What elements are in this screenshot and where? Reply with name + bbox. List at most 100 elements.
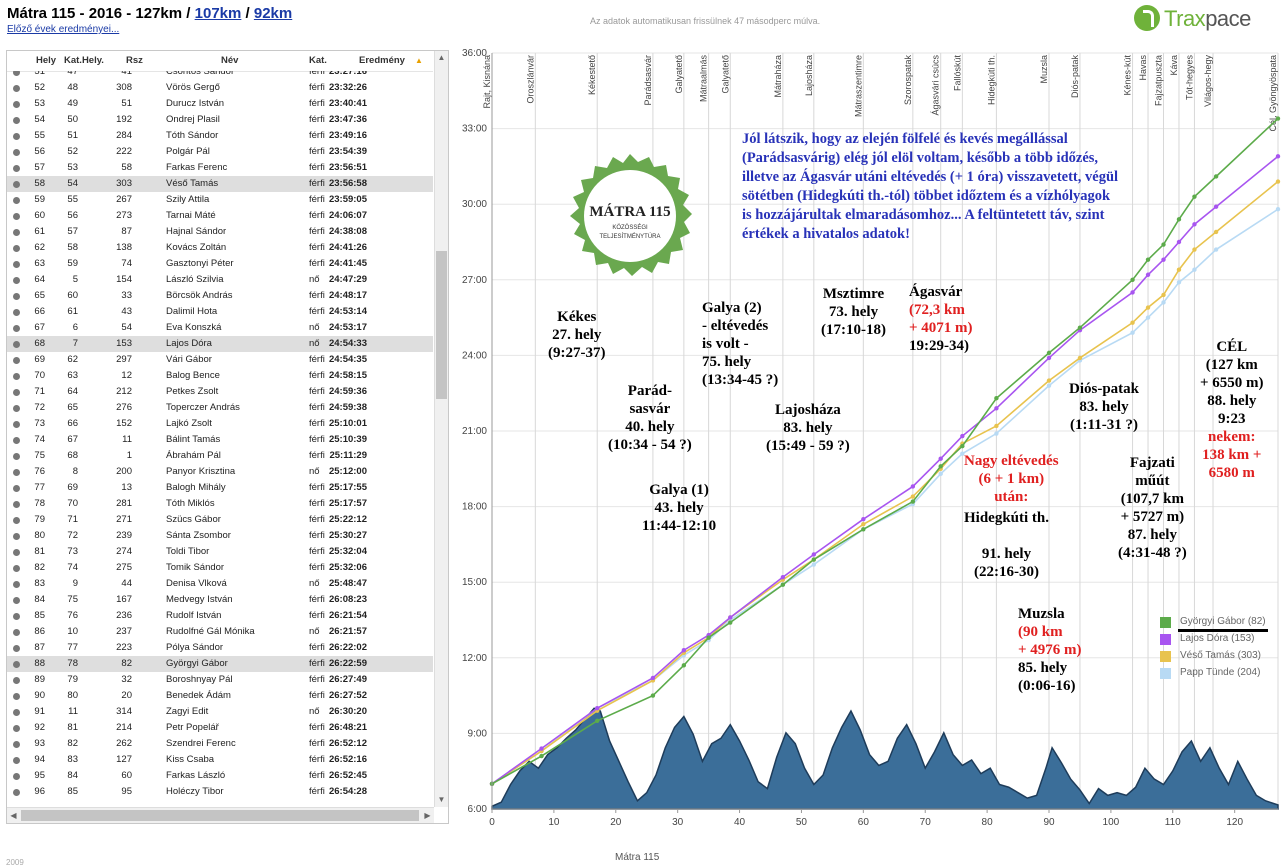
col-rsz[interactable]: Rsz <box>126 55 143 66</box>
table-row[interactable]: 76 8 200 Panyor Krisztina nő 25:12:00 <box>7 464 433 480</box>
cell-nev: Börcsök András <box>166 290 233 301</box>
series-point <box>811 562 817 567</box>
cell-kathely: 52 <box>67 146 78 157</box>
table-row[interactable]: 56 52 222 Polgár Pál férfi 23:54:39 <box>7 144 433 160</box>
scroll-right-icon[interactable]: ▶ <box>424 811 431 820</box>
table-row[interactable]: 80 72 239 Sánta Zsombor férfi 25:30:27 <box>7 528 433 544</box>
link-107km[interactable]: 107km <box>194 5 242 22</box>
table-row[interactable]: 51 47 41 Csontos Sándor férfi 23:27:16 <box>7 71 433 80</box>
cell-rsz: 11 <box>122 434 132 445</box>
scroll-down-icon[interactable]: ▼ <box>437 795 446 804</box>
table-row[interactable]: 61 57 87 Hajnal Sándor férfi 24:38:08 <box>7 224 433 240</box>
table-row[interactable]: 63 59 74 Gasztonyi Péter férfi 24:41:45 <box>7 256 433 272</box>
sort-asc-icon[interactable]: ▲ <box>415 56 423 65</box>
col-kat[interactable]: Kat. <box>309 55 327 66</box>
table-row[interactable]: 88 78 82 Györgyi Gábor férfi 26:22:59 <box>7 656 433 672</box>
table-row[interactable]: 89 79 32 Boroshnyay Pál férfi 26:27:49 <box>7 672 433 688</box>
table-row[interactable]: 83 9 44 Denisa Vlková nő 25:48:47 <box>7 576 433 592</box>
cell-nev: Tóth Sándor <box>166 130 219 141</box>
table-row[interactable]: 77 69 13 Balogh Mihály férfi 25:17:55 <box>7 480 433 496</box>
row-status-icon <box>13 517 20 524</box>
table-row[interactable]: 66 61 43 Dalimil Hota férfi 24:53:14 <box>7 304 433 320</box>
table-row[interactable]: 92 81 214 Petr Popelář férfi 26:48:21 <box>7 720 433 736</box>
checkpoint-label: Galyatető <box>720 55 730 94</box>
table-row[interactable]: 62 58 138 Kovács Zoltán férfi 24:41:26 <box>7 240 433 256</box>
table-row[interactable]: 68 7 153 Lajos Dóra nő 24:54:33 <box>7 336 433 352</box>
checkpoint-label: Mátraalmás <box>699 55 709 103</box>
table-row[interactable]: 55 51 284 Tóth Sándor férfi 23:49:16 <box>7 128 433 144</box>
cell-eredmeny: 24:58:15 <box>328 370 367 381</box>
cell-kathely: 49 <box>67 98 78 109</box>
table-row[interactable]: 54 50 192 Ondrej Plasil férfi 23:47:36 <box>7 112 433 128</box>
table-row[interactable]: 69 62 297 Vári Gábor férfi 24:54:35 <box>7 352 433 368</box>
table-row[interactable]: 52 48 308 Vörös Gergő férfi 23:32:26 <box>7 80 433 96</box>
cell-nev: Ábrahám Pál <box>166 450 221 461</box>
table-row[interactable]: 96 85 95 Holéczy Tibor férfi 26:54:28 <box>7 784 433 800</box>
cell-rsz: 214 <box>116 722 132 733</box>
col-eredmeny[interactable]: Eredmény <box>359 55 405 66</box>
vertical-scrollbar[interactable]: ▲ ▼ <box>434 51 448 807</box>
scroll-up-icon[interactable]: ▲ <box>437 53 446 62</box>
table-row[interactable]: 59 55 267 Szily Attila férfi 23:59:05 <box>7 192 433 208</box>
cell-eredmeny: 25:11:29 <box>329 450 367 461</box>
table-row[interactable]: 91 11 314 Zagyi Edit nő 26:30:20 <box>7 704 433 720</box>
horizontal-scrollbar[interactable]: ◀ ▶ <box>7 807 434 823</box>
legend-item[interactable]: Véső Tamás (303) <box>1156 648 1274 665</box>
checkpoint-label: Diós-patak <box>1070 55 1080 99</box>
legend-item[interactable]: Papp Tünde (204) <box>1156 665 1274 682</box>
table-row[interactable]: 65 60 33 Börcsök András férfi 24:48:17 <box>7 288 433 304</box>
row-status-icon <box>13 149 20 156</box>
table-row[interactable]: 70 63 12 Balog Bence férfi 24:58:15 <box>7 368 433 384</box>
row-status-icon <box>13 565 20 572</box>
cell-nev: Hajnal Sándor <box>166 226 227 237</box>
series-point <box>1192 222 1197 227</box>
series-point <box>1145 257 1151 262</box>
cell-kat: férfi <box>309 530 325 541</box>
col-nev[interactable]: Név <box>221 55 239 66</box>
table-row[interactable]: 78 70 281 Tóth Miklós férfi 25:17:57 <box>7 496 433 512</box>
cell-eredmeny: 26:27:49 <box>328 674 367 685</box>
table-row[interactable]: 94 83 127 Kiss Csaba férfi 26:52:16 <box>7 752 433 768</box>
table-row[interactable]: 73 66 152 Lajkó Zsolt férfi 25:10:01 <box>7 416 433 432</box>
table-row[interactable]: 67 6 54 Eva Konszká nő 24:53:17 <box>7 320 433 336</box>
scroll-left-icon[interactable]: ◀ <box>10 811 17 820</box>
table-row[interactable]: 90 80 20 Benedek Ádám férfi 26:27:52 <box>7 688 433 704</box>
table-row[interactable]: 57 53 58 Farkas Ferenc férfi 23:56:51 <box>7 160 433 176</box>
table-row[interactable]: 81 73 274 Toldi Tibor férfi 25:32:04 <box>7 544 433 560</box>
link-92km[interactable]: 92km <box>253 5 293 22</box>
table-row[interactable]: 71 64 212 Petkes Zsolt férfi 24:59:36 <box>7 384 433 400</box>
cell-rsz: 58 <box>121 162 132 173</box>
x-tick-label: 0 <box>489 817 495 828</box>
table-row[interactable]: 75 68 1 Ábrahám Pál férfi 25:11:29 <box>7 448 433 464</box>
table-row[interactable]: 79 71 271 Szücs Gábor férfi 25:22:12 <box>7 512 433 528</box>
row-status-icon <box>13 293 20 300</box>
table-row[interactable]: 82 74 275 Tomik Sándor férfi 25:32:06 <box>7 560 433 576</box>
hscroll-thumb[interactable] <box>21 810 419 821</box>
checkpoint-label: Tót-hegyes <box>1184 55 1194 101</box>
scroll-thumb[interactable] <box>436 251 447 399</box>
table-row[interactable]: 86 10 237 Rudolfné Gál Mónika nő 26:21:57 <box>7 624 433 640</box>
table-row[interactable]: 64 5 154 László Szilvia nő 24:47:29 <box>7 272 433 288</box>
table-row[interactable]: 60 56 273 Tarnai Máté férfi 24:06:07 <box>7 208 433 224</box>
checkpoint-label: Ágasvári csúcs <box>931 55 941 116</box>
legend-item[interactable]: Lajos Dóra (153) <box>1156 631 1274 648</box>
legend-item[interactable]: Györgyi Gábor (82) <box>1156 614 1274 632</box>
col-hely[interactable]: Hely <box>36 55 57 66</box>
previous-years-link[interactable]: Előző évek eredményei... <box>7 24 120 35</box>
table-row[interactable]: 74 67 11 Bálint Tamás férfi 25:10:39 <box>7 432 433 448</box>
table-row[interactable]: 85 76 236 Rudolf István férfi 26:21:54 <box>7 608 433 624</box>
table-row[interactable]: 53 49 51 Durucz István férfi 23:40:41 <box>7 96 433 112</box>
table-row[interactable]: 93 82 262 Szendrei Ferenc férfi 26:52:12 <box>7 736 433 752</box>
series-point <box>1077 355 1083 361</box>
table-row[interactable]: 72 65 276 Toperczer András férfi 24:59:38 <box>7 400 433 416</box>
table-row[interactable]: 58 54 303 Véső Tamás férfi 23:56:58 <box>7 176 433 192</box>
table-row[interactable]: 84 75 167 Medvegy István férfi 26:08:23 <box>7 592 433 608</box>
checkpoint-label: Kékestető <box>587 55 597 95</box>
legend-label: Györgyi Gábor (82) <box>1180 616 1266 627</box>
cell-kat: férfi <box>309 610 325 621</box>
table-row[interactable]: 95 84 60 Farkas László férfi 26:52:45 <box>7 768 433 784</box>
table-row[interactable]: 87 77 223 Pólya Sándor férfi 26:22:02 <box>7 640 433 656</box>
cell-eredmeny: 25:10:39 <box>328 434 367 445</box>
series-point <box>1130 330 1135 335</box>
col-kathely[interactable]: Kat.Hely. <box>64 55 104 66</box>
